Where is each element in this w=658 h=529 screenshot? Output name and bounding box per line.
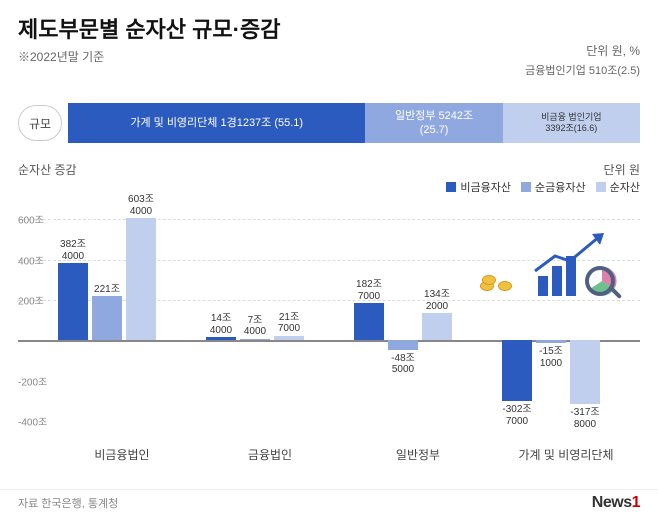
y-tick: 600조 xyxy=(18,212,44,227)
y-tick: -400조 xyxy=(18,413,47,428)
x-label: 일반정부 xyxy=(344,446,492,463)
bar xyxy=(206,337,236,340)
bar-group: 금융법인14조40007조400021조7000 xyxy=(196,199,344,441)
x-label: 금융법인 xyxy=(196,446,344,463)
bar-value-label: 603조4000 xyxy=(111,194,171,217)
legend: 비금융자산 순금융자산 순자산 xyxy=(446,179,640,195)
bar xyxy=(126,218,156,340)
bar xyxy=(240,339,270,340)
coin-icon xyxy=(482,275,496,285)
bar-value-label: -317조8000 xyxy=(555,407,615,430)
bar xyxy=(58,263,88,340)
bar xyxy=(92,296,122,341)
x-label: 비금융법인 xyxy=(48,446,196,463)
top-right-label: 금융법인기업 510조(2.5) xyxy=(525,62,640,78)
footer: 자료 한국은행, 통계청 News1 xyxy=(0,489,658,520)
legend-item: 순자산 xyxy=(596,179,640,195)
bar-value-label: -48조5000 xyxy=(373,353,433,376)
stacked-segments: 가계 및 비영리단체 1경1237조 (55.1)일반정부 5242조(25.7… xyxy=(68,103,640,143)
legend-item: 비금융자산 xyxy=(446,179,511,195)
bar xyxy=(388,340,418,350)
size-badge: 규모 xyxy=(18,105,62,141)
stacked-segment: 가계 및 비영리단체 1경1237조 (55.1) xyxy=(68,103,365,143)
bar-chart: 순자산 증감 단위 원 비금융자산 순금융자산 순자산 200조 400조 600조 -2… xyxy=(18,161,640,481)
bar-value-label: 382조4000 xyxy=(43,239,103,262)
bar-value-label: -302조7000 xyxy=(487,404,547,427)
y-tick: 400조 xyxy=(18,252,44,267)
bar-group: 일반정부182조7000-48조5000134조2000 xyxy=(344,199,492,441)
legend-item: 순금융자산 xyxy=(521,179,586,195)
logo: News1 xyxy=(592,494,640,512)
coin-icon xyxy=(498,281,512,291)
source-label: 자료 한국은행, 통계청 xyxy=(18,495,118,511)
stacked-segment: 비금융 법인기업3392조(16.6) xyxy=(503,103,640,143)
bar xyxy=(422,313,452,340)
bar xyxy=(274,336,304,340)
bar xyxy=(536,340,566,343)
y-tick: 200조 xyxy=(18,292,44,307)
chart-container: 제도부문별 순자산 규모·증감 ※2022년말 기준 단위 원, % 금융법인기… xyxy=(0,0,658,489)
page-title: 제도부문별 순자산 규모·증감 xyxy=(18,12,640,44)
bar-value-label: 182조7000 xyxy=(339,279,399,302)
stacked-segment: 일반정부 5242조(25.7) xyxy=(365,103,502,143)
bar-value-label: 21조7000 xyxy=(259,312,319,335)
chart-subtitle: 순자산 증감 xyxy=(18,161,640,178)
bar xyxy=(354,303,384,340)
y-tick: -200조 xyxy=(18,373,47,388)
illustration xyxy=(480,211,620,301)
bar xyxy=(570,340,600,404)
unit-label-top: 단위 원, % xyxy=(586,42,640,59)
x-label: 가계 및 비영리단체 xyxy=(492,446,640,463)
magnifier-icon xyxy=(585,266,615,296)
unit-label-right: 단위 원 xyxy=(604,161,640,178)
bar-value-label: 134조2000 xyxy=(407,289,467,312)
stacked-bar: 규모 가계 및 비영리단체 1경1237조 (55.1)일반정부 5242조(2… xyxy=(18,103,640,143)
bar-group: 비금융법인382조4000221조603조4000 xyxy=(48,199,196,441)
